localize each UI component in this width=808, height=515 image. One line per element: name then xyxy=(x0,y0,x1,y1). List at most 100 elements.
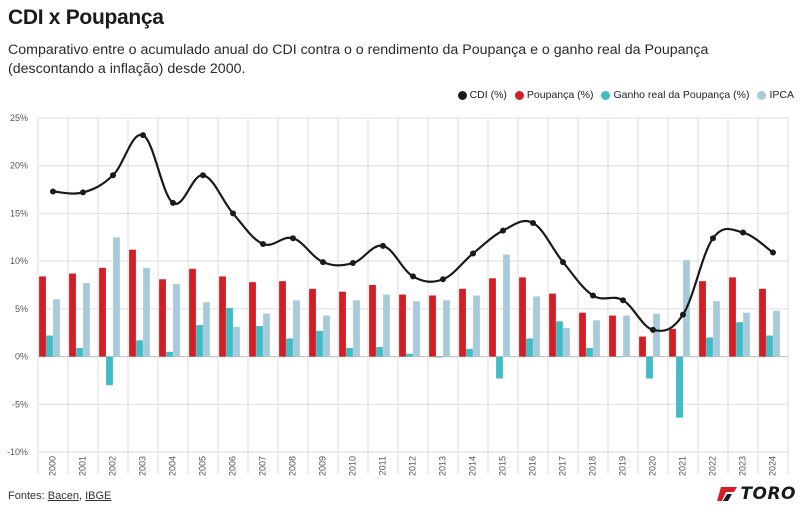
bar-ganho-real xyxy=(346,347,353,357)
bar-poupanca xyxy=(159,279,166,357)
bar-poupanca xyxy=(639,336,646,357)
cdi-point xyxy=(230,210,236,217)
bar-ipca xyxy=(53,299,60,357)
x-tick-label: 2018 xyxy=(587,456,597,476)
y-tick-label: 10% xyxy=(10,256,28,266)
x-tick-label: 2000 xyxy=(47,456,57,476)
cdi-point xyxy=(260,240,266,247)
legend-item-cdi[interactable]: CDI (%) xyxy=(457,89,507,101)
toro-logo-text: TORO xyxy=(740,484,796,504)
x-tick-label: 2019 xyxy=(617,456,627,476)
bar-poupanca xyxy=(519,277,526,357)
x-tick-label: 2003 xyxy=(137,456,147,476)
cdi-point xyxy=(440,276,446,283)
bar-ipca xyxy=(413,301,420,357)
bar-ganho-real xyxy=(586,347,593,357)
bar-ipca xyxy=(743,312,750,357)
y-tick-label: 20% xyxy=(10,161,28,171)
bar-poupanca xyxy=(459,288,466,357)
cdi-point xyxy=(320,259,326,266)
x-tick-label: 2021 xyxy=(677,456,687,476)
bar-ipca xyxy=(773,310,780,357)
bar-poupanca xyxy=(759,288,766,357)
bar-ganho-real xyxy=(196,325,203,357)
y-tick-label: -10% xyxy=(7,447,28,457)
bar-ipca xyxy=(533,296,540,357)
y-tick-label: 25% xyxy=(10,113,28,123)
grid-layer xyxy=(37,117,789,474)
cdi-point xyxy=(140,132,146,139)
bar-ipca xyxy=(83,283,90,357)
bar-ipca xyxy=(473,295,480,357)
bar-poupanca xyxy=(579,312,586,357)
cdi-point xyxy=(590,292,596,299)
bar-ipca xyxy=(173,284,180,357)
chart-title: CDI x Poupança xyxy=(8,6,164,29)
x-tick-label: 2004 xyxy=(167,456,177,476)
bar-ganho-real xyxy=(166,351,173,357)
bar-poupanca xyxy=(129,249,136,357)
cdi-point xyxy=(650,326,656,333)
source-link-ibge[interactable]: IBGE xyxy=(85,490,112,502)
bar-ipca xyxy=(653,313,660,357)
source-link-bacen[interactable]: Bacen xyxy=(47,490,79,502)
x-tick-label: 2024 xyxy=(767,456,777,476)
legend-label-ganho-real: Ganho real da Poupança (%) xyxy=(613,89,750,101)
bar-poupanca xyxy=(699,281,706,357)
y-tick-label: 5% xyxy=(15,304,28,314)
cdi-point xyxy=(470,250,476,257)
x-tick-label: 2005 xyxy=(197,456,207,476)
cdi-point xyxy=(560,259,566,266)
legend-item-ganho-real[interactable]: Ganho real da Poupança (%) xyxy=(601,89,749,101)
bar-ipca xyxy=(443,300,450,357)
bar-poupanca xyxy=(429,295,436,357)
x-tick-label: 2011 xyxy=(377,456,387,475)
line-layer xyxy=(50,132,776,333)
bar-ganho-real xyxy=(46,335,53,357)
x-tick-label: 2002 xyxy=(107,456,117,476)
sources-prefix: Fontes: xyxy=(8,490,48,502)
y-tick-label: 15% xyxy=(10,208,28,218)
cdi-point xyxy=(80,189,86,196)
legend-label-ipca: IPCA xyxy=(769,89,794,101)
bar-ganho-real xyxy=(676,356,683,418)
bar-poupanca xyxy=(609,315,616,357)
x-tick-label: 2016 xyxy=(527,456,537,476)
chart-subtitle: Comparativo entre o acumulado anual do C… xyxy=(8,42,709,77)
legend-item-poupanca[interactable]: Poupança (%) xyxy=(514,89,593,101)
bar-ganho-real xyxy=(316,330,323,357)
axis-layer: -10% -5% 0% 5% 10% 15% 20% 25% 2000 2001 2002 2003 2… xyxy=(7,113,777,476)
x-tick-label: 2012 xyxy=(407,456,417,476)
legend-item-ipca[interactable]: IPCA xyxy=(757,89,794,101)
bar-poupanca xyxy=(99,267,106,357)
bar-poupanca xyxy=(189,268,196,357)
bar-poupanca xyxy=(249,282,256,357)
bar-ganho-real xyxy=(706,337,713,357)
x-tick-label: 2023 xyxy=(737,456,747,476)
bar-ganho-real xyxy=(286,338,293,357)
bar-ipca xyxy=(203,302,210,357)
chart-legend: CDI (%) Poupança (%) Ganho real da Poupa… xyxy=(457,89,794,101)
x-tick-label: 2007 xyxy=(257,456,267,476)
legend-swatch-ipca xyxy=(757,90,767,100)
bar-ganho-real xyxy=(496,356,503,379)
bar-poupanca xyxy=(729,277,736,357)
bar-ipca xyxy=(353,300,360,357)
bar-poupanca xyxy=(399,294,406,357)
cdi-point xyxy=(290,235,296,242)
cdi-point xyxy=(710,235,716,242)
cdi-point xyxy=(770,249,776,256)
x-tick-label: 2008 xyxy=(287,456,297,476)
bar-poupanca xyxy=(369,285,376,357)
bar-poupanca xyxy=(669,328,676,357)
x-tick-label: 2013 xyxy=(437,456,447,476)
bar-ganho-real xyxy=(466,348,473,357)
bar-poupanca xyxy=(69,273,76,357)
bar-poupanca xyxy=(39,276,46,357)
bar-ganho-real xyxy=(766,335,773,357)
cdi-point xyxy=(200,172,206,179)
chart-plot: -10% -5% 0% 5% 10% 15% 20% 25% 2000 2001 2002 2003 2… xyxy=(7,113,789,476)
bar-ganho-real xyxy=(226,307,233,357)
bar-ipca xyxy=(113,237,120,357)
bar-poupanca xyxy=(219,276,226,357)
